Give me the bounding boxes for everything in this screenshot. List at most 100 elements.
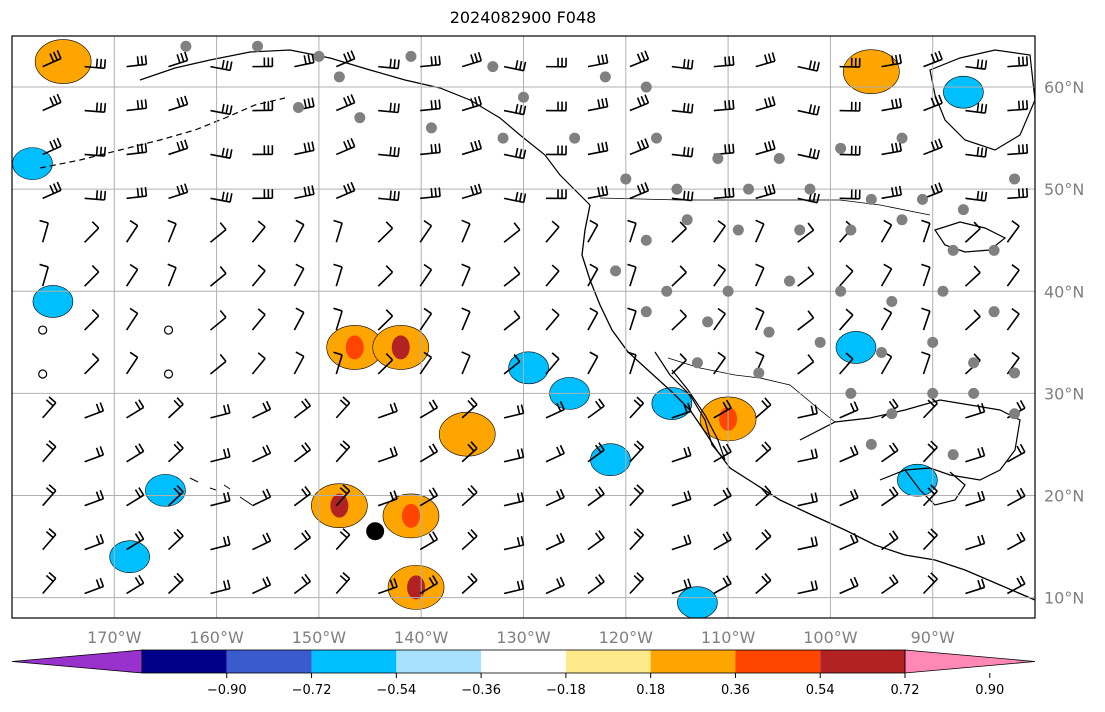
wind-barb <box>923 50 943 68</box>
wind-barb <box>503 404 525 419</box>
wind-barb <box>126 99 148 112</box>
positive-anomaly-core <box>330 493 349 518</box>
wind-barb <box>84 265 100 287</box>
wind-barb <box>546 145 567 156</box>
anomaly-fills <box>12 39 984 618</box>
wind-barb <box>461 572 478 595</box>
wind-barb <box>627 263 637 287</box>
station-dot <box>425 122 437 134</box>
wind-barb <box>1006 443 1026 463</box>
station-dot <box>947 244 959 256</box>
wind-barb <box>252 444 272 463</box>
wind-barb <box>42 440 57 463</box>
wind-barb <box>839 189 861 200</box>
alaska-coast <box>139 49 591 206</box>
hawaii-islands <box>189 477 253 506</box>
wind-barb <box>84 221 100 243</box>
wind-barb <box>125 219 139 243</box>
wind-barb <box>335 138 356 156</box>
station-dot <box>354 112 366 124</box>
wind-barb <box>587 185 609 200</box>
wind-barb <box>545 532 565 551</box>
wind-barb <box>461 95 483 112</box>
wind-barb <box>627 351 637 375</box>
wind-barb <box>754 219 765 243</box>
wind-barb <box>713 531 732 551</box>
station-dot <box>886 295 898 307</box>
station-dot <box>794 224 806 236</box>
wind-barb <box>503 103 527 116</box>
wind-barb <box>251 308 266 331</box>
wind-barb <box>251 264 266 287</box>
wind-barb <box>629 440 645 463</box>
station-dot <box>640 234 652 246</box>
positive-anomaly-core <box>391 335 410 360</box>
station-dot <box>916 193 928 205</box>
wind-barb <box>335 440 351 463</box>
wind-barb <box>167 572 184 595</box>
wind-barb <box>126 443 145 463</box>
colorbar-over-triangle <box>904 649 1036 674</box>
wind-barb <box>839 489 859 507</box>
west-coast <box>581 204 1035 601</box>
wind-barb <box>839 352 854 375</box>
wind-barb <box>965 190 988 202</box>
wind-barb <box>84 190 107 201</box>
wind-barb <box>461 139 483 156</box>
wind-barb <box>545 401 565 419</box>
wind-barb <box>587 351 599 375</box>
wind-barb <box>419 263 433 287</box>
wind-barb <box>167 528 184 551</box>
wind-barb <box>839 308 854 331</box>
wind-barb <box>671 402 692 419</box>
wind-barb <box>210 59 233 72</box>
longitude-label: 170°W <box>87 628 142 647</box>
wind-barb <box>210 103 233 116</box>
wind-barb <box>210 579 231 595</box>
colorbar-tick-label: −0.90 <box>207 683 247 698</box>
station-dot <box>937 285 949 297</box>
colorbar-bin <box>735 650 821 673</box>
wind-barb <box>880 263 893 287</box>
wind-barb <box>755 397 772 419</box>
wind-barb <box>627 307 637 331</box>
wind-barb <box>587 442 605 463</box>
wind-barb <box>545 352 560 375</box>
wind-barb <box>126 487 145 507</box>
colorbar-tick-label: −0.18 <box>546 683 586 698</box>
wind-barb <box>671 265 687 287</box>
hudson-bay-coast <box>929 49 1035 151</box>
wind-barb <box>587 307 599 331</box>
wind-barb <box>293 307 305 331</box>
wind-barb <box>503 60 527 72</box>
wind-barb <box>419 575 439 595</box>
wind-barb <box>209 353 227 375</box>
wind-barb <box>587 97 609 112</box>
colorbar-bin <box>311 650 397 673</box>
station-dot <box>845 224 857 236</box>
station-dot <box>671 183 683 195</box>
wind-barb <box>797 580 818 595</box>
wind-barb <box>671 534 692 551</box>
latitude-label: 40°N <box>1044 282 1084 301</box>
wind-barb <box>965 446 986 463</box>
longitude-label: 100°W <box>803 628 858 647</box>
wind-barb <box>965 490 986 507</box>
wind-barb <box>293 263 305 287</box>
wind-barb <box>755 140 776 156</box>
wind-barb <box>42 571 57 595</box>
station-dot <box>804 183 816 195</box>
wind-barb <box>965 59 988 71</box>
wind-barb <box>629 138 650 156</box>
wind-barb <box>252 189 274 200</box>
colorbar-tick-label: 0.54 <box>806 683 835 698</box>
wind-barb <box>252 145 274 156</box>
station-dot <box>180 40 192 52</box>
station-dot <box>773 153 785 165</box>
wind-barb <box>671 190 694 202</box>
wind-barb <box>839 532 859 551</box>
wind-barb <box>209 309 227 331</box>
wind-barb <box>503 492 525 507</box>
wind-barb <box>42 527 57 551</box>
station-dot <box>957 204 969 216</box>
